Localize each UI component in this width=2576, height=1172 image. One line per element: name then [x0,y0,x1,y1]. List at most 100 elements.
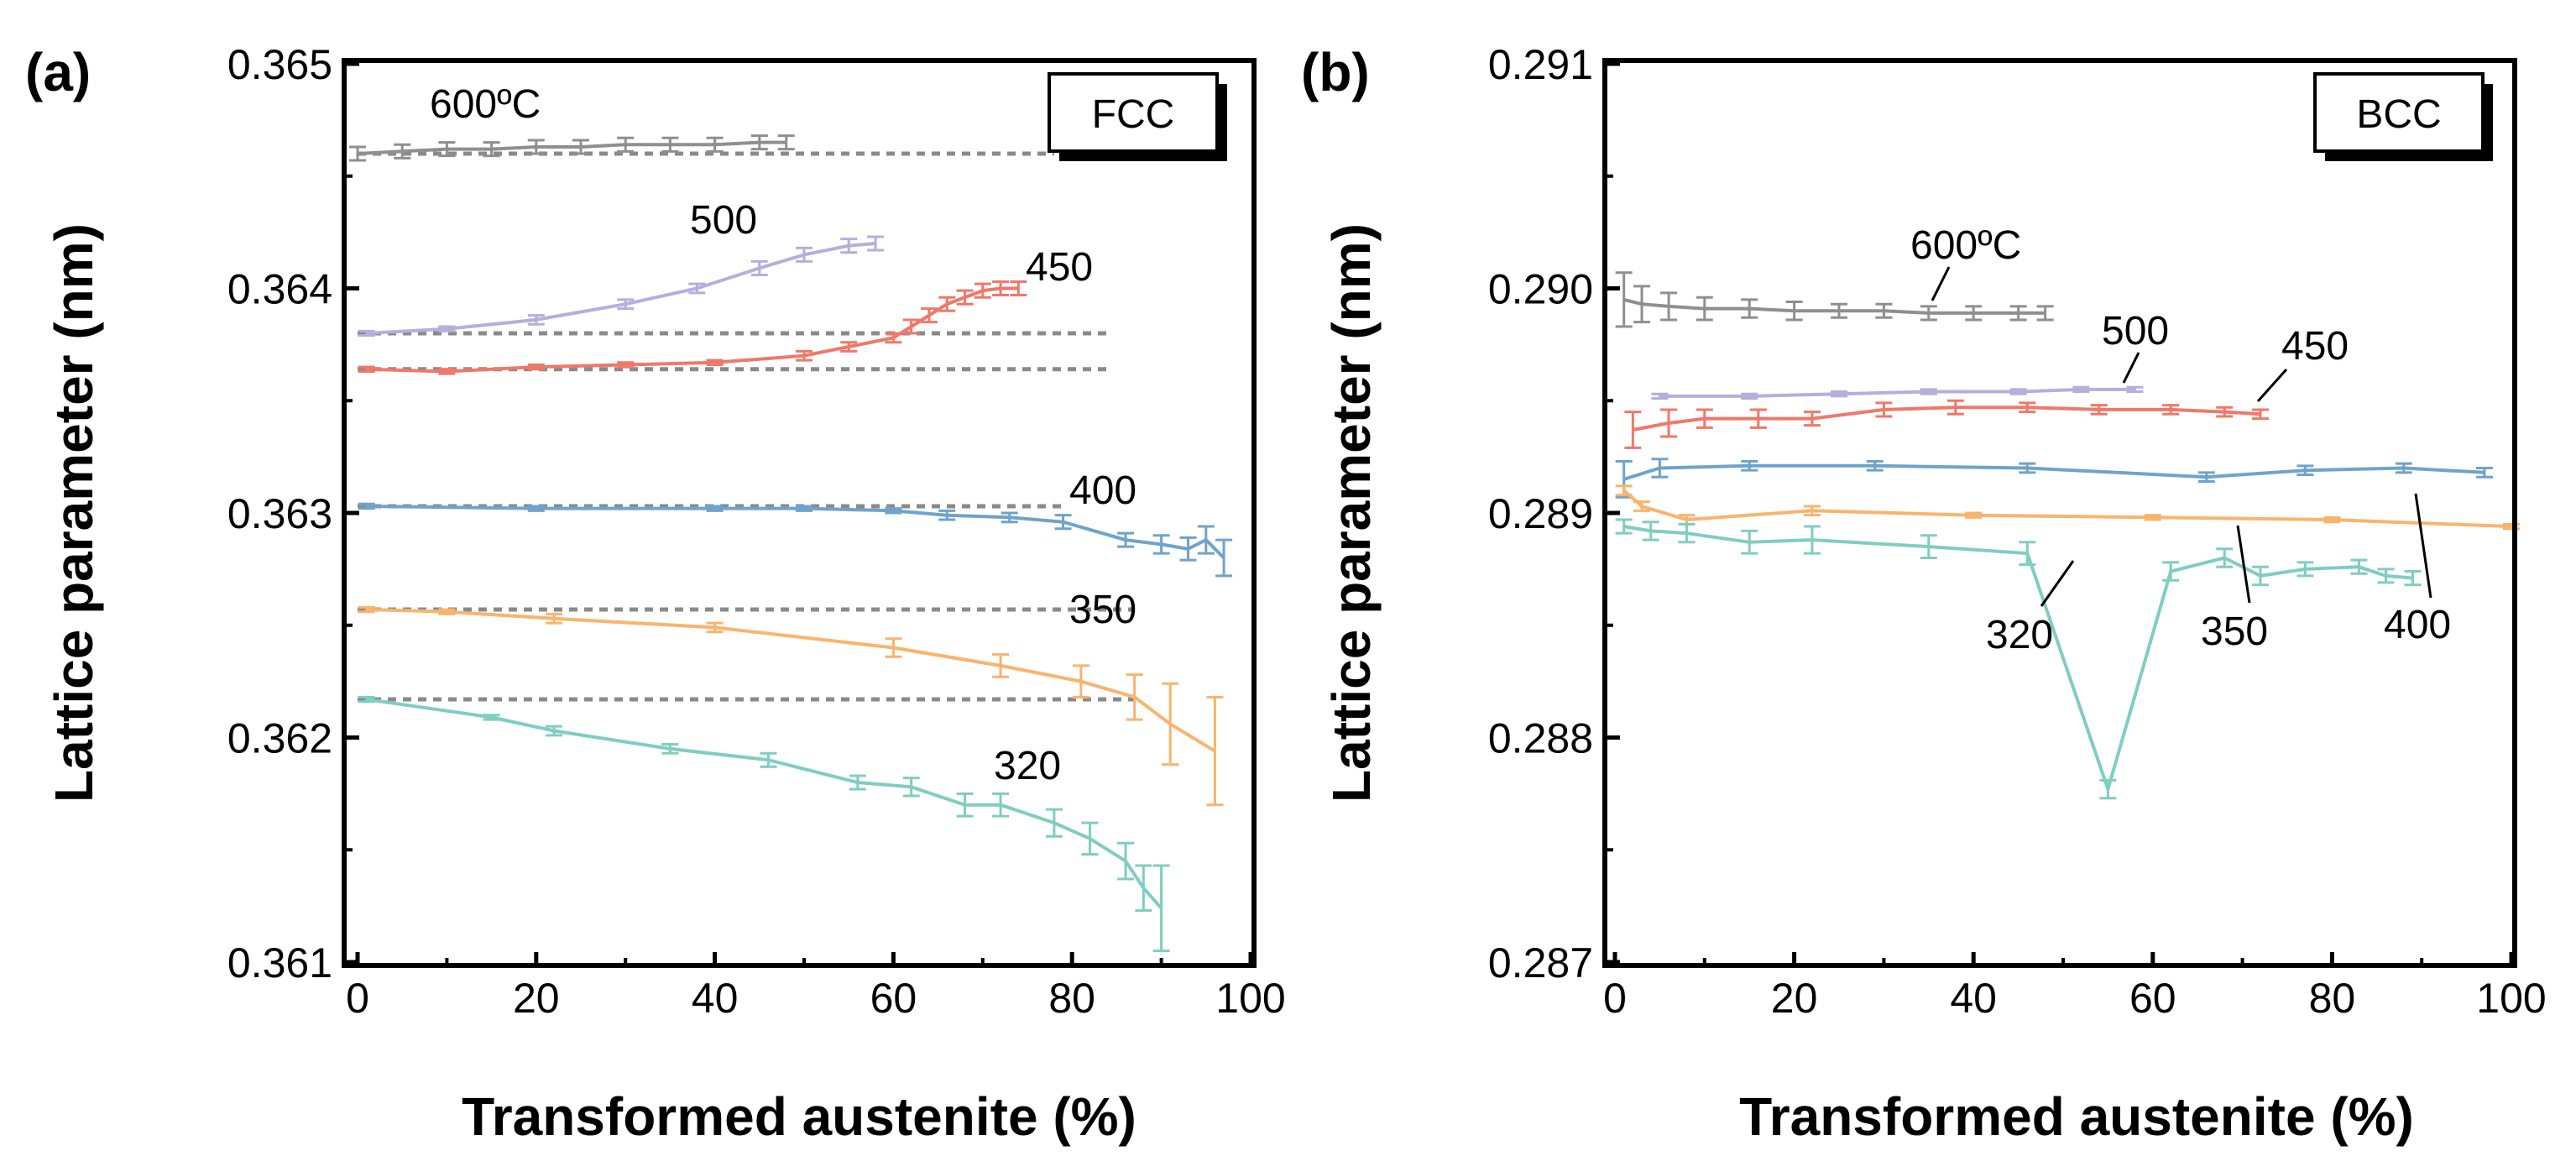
a-errorbar-320 [1045,808,1063,838]
panel-a: (a) 0 20 40 60 80 100 0.361 0.362 0.363 0.364 0.36… [25,41,1286,1147]
a-label-320: 320 [994,744,1061,788]
bcc-label: BCC [2356,92,2441,137]
b-errorbar-320 [2216,547,2234,568]
b-leader-350 [2236,525,2251,604]
b-leader-320 [2040,560,2075,607]
b-errorbar-600 [1615,271,1633,328]
b-errorbar-320 [1803,525,1821,555]
panel-a-ylabel: Lattice parameter (nm) [44,223,104,803]
a-errorbar-400 [527,505,545,512]
b-errorbar-600 [1660,291,1678,322]
a-series-350 [358,605,1224,807]
a-errorbar-500 [358,329,375,337]
b-errorbar-450 [1660,408,1678,438]
b-series-350 [1615,484,2520,531]
b-errorbar-450 [1624,411,1642,449]
b-xtick-label: 60 [2129,975,2176,1022]
b-errorbar-450 [2162,404,2180,416]
a-errorbar-450 [617,361,635,369]
b-errorbar-320 [2404,570,2422,587]
b-xtick-label: 20 [1771,975,1818,1022]
panel-b-ylabel: Lattice parameter (nm) [1321,223,1382,803]
a-errorbar-500 [617,298,635,311]
b-errorbar-600 [1633,285,1651,324]
a-errorbar-450 [938,296,956,312]
b-errorbar-320 [2162,561,2180,582]
a-errorbar-400 [706,505,724,512]
b-ytick-label: 0.287 [1488,939,1593,986]
panel-a-label: (a) [25,42,91,102]
b-errorbar-450 [2019,401,2036,414]
a-errorbar-600 [617,136,635,153]
b-line-500 [1659,387,2135,398]
b-line-350 [1622,489,2512,529]
b-errorbar-320 [2099,778,2117,800]
a-xtick-label: 80 [1048,975,1095,1022]
b-leader-600 [1931,266,1951,301]
a-errorbar-350 [1162,682,1179,767]
b-errorbar-320 [1642,521,1659,542]
b-errorbar-320 [1920,534,1937,559]
a-errorbar-400 [1152,534,1170,555]
b-errorbar-400 [2475,467,2493,479]
a-errorbar-500 [750,259,768,276]
a-line-320 [366,698,1163,910]
panel-b-frame [1602,58,2517,968]
b-errorbar-350 [1615,484,1633,497]
a-errorbar-450 [992,280,1010,297]
b-series-400 [1615,458,2493,499]
b-errorbar-450 [1946,399,1964,416]
a-errorbar-500 [867,235,885,252]
a-xtick-label: 60 [870,975,917,1022]
a-errorbar-320 [546,725,563,737]
panel-b-marks [1615,271,2520,800]
b-xtick-label: 80 [2309,975,2356,1022]
b-label-400: 400 [2384,603,2451,647]
a-series-320 [358,695,1170,953]
b-errorbar-320 [1678,522,1696,544]
b-series-500 [1651,385,2144,400]
b-errorbar-600 [1785,301,1803,322]
b-errorbar-450 [1696,408,1713,429]
a-line-400 [366,505,1225,559]
b-errorbar-450 [1803,411,1821,427]
a-errorbar-350 [1126,673,1143,721]
b-label-500: 500 [2102,309,2169,353]
a-line-450 [366,286,1019,374]
a-errorbar-320 [992,792,1010,818]
b-errorbar-320 [2019,541,2036,567]
b-errorbar-600 [1875,302,1893,319]
b-errorbar-450 [1749,408,1767,429]
b-errorbar-500 [2126,385,2144,394]
b-errorbar-400 [1651,458,1669,479]
a-xtick-label: 100 [1215,975,1285,1022]
a-errorbar-350 [992,653,1010,678]
a-errorbar-450 [974,282,991,299]
panel-a-marks [349,134,1233,953]
a-errorbar-600 [777,134,795,151]
a-series-400 [358,502,1233,578]
b-errorbar-600 [1696,296,1713,322]
b-errorbar-600 [2009,305,2027,322]
a-errorbar-350 [358,605,375,614]
b-errorbar-350 [1633,500,1651,512]
a-errorbar-600 [483,141,500,158]
a-errorbar-320 [902,777,920,798]
a-errorbar-400 [1117,531,1135,548]
a-errorbar-450 [920,307,938,324]
a-series-500 [358,235,885,337]
b-errorbar-500 [1831,390,1847,398]
a-line-500 [366,242,876,335]
b-errorbar-600 [1920,305,1937,322]
a-line-350 [366,608,1216,753]
fcc-label: FCC [1092,92,1175,137]
a-errorbar-320 [849,774,866,791]
b-errorbar-320 [1741,529,1758,555]
b-errorbar-350 [2144,514,2161,521]
a-errorbar-450 [438,368,456,375]
b-label-320: 320 [1986,613,2053,657]
panel-a-xlabel: Transformed austenite (%) [462,1086,1136,1147]
a-ytick-label: 0.365 [227,41,332,88]
a-errorbar-450 [358,365,375,373]
a-errorbar-350 [706,621,724,634]
